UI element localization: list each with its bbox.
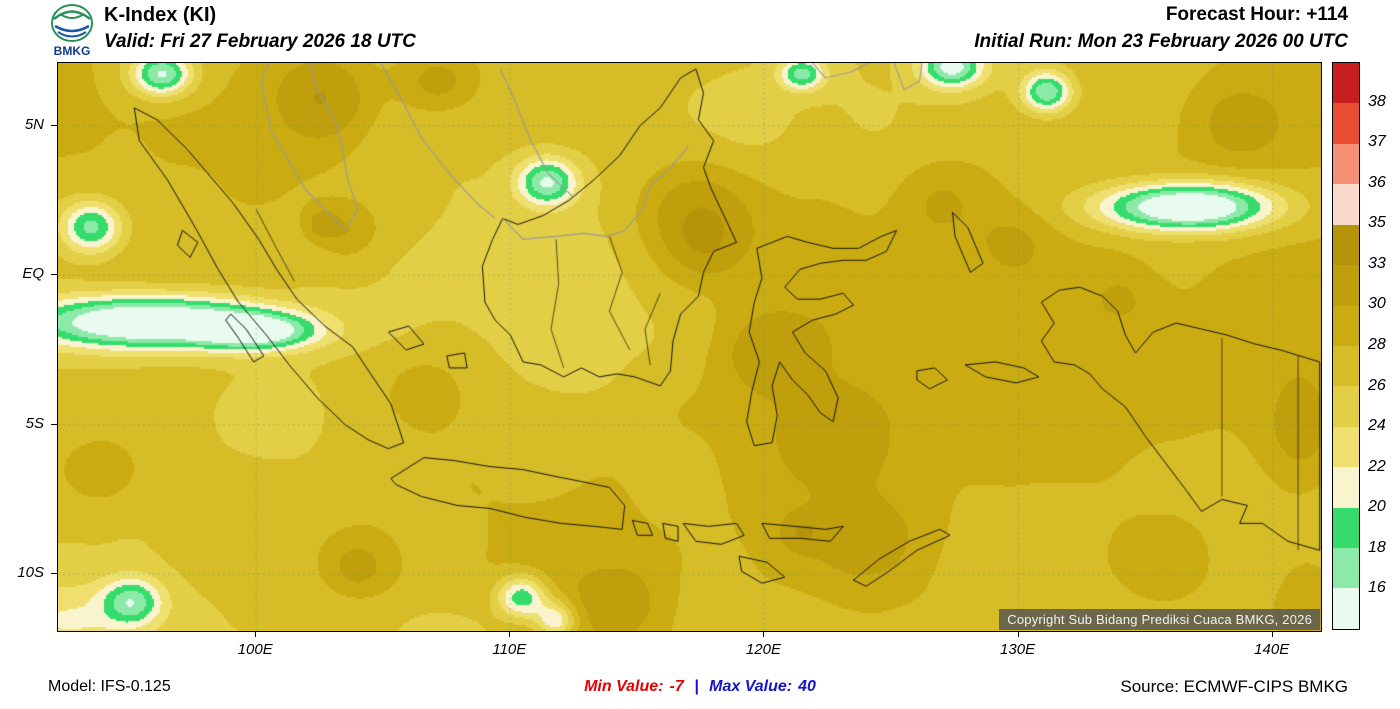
x-tick-label: 140E bbox=[1254, 641, 1290, 658]
colorbar-segment bbox=[1333, 63, 1359, 104]
y-tick-label: 5N bbox=[24, 115, 44, 133]
colorbar-segment bbox=[1333, 305, 1359, 346]
colorbar-label: 24 bbox=[1368, 417, 1386, 435]
minmax-separator: | bbox=[694, 678, 699, 695]
colorbar-label: 22 bbox=[1368, 457, 1386, 475]
min-value-label: Min Value: bbox=[584, 678, 664, 695]
model-label: Model: IFS-0.125 bbox=[48, 678, 171, 695]
colorbar-label: 30 bbox=[1368, 295, 1386, 313]
y-tick-label: 10S bbox=[17, 564, 44, 582]
colorbar-segment bbox=[1333, 386, 1359, 427]
colorbar bbox=[1332, 62, 1360, 630]
min-value: -7 bbox=[669, 678, 684, 695]
forecast-hour: Forecast Hour: +114 bbox=[1165, 4, 1348, 25]
y-tick-label: EQ bbox=[22, 265, 44, 283]
copyright-badge: Copyright Sub Bidang Prediksi Cuaca BMKG… bbox=[999, 609, 1320, 630]
x-tick-label: 100E bbox=[237, 641, 273, 658]
x-tick-label: 120E bbox=[745, 641, 781, 658]
colorbar-segment bbox=[1333, 224, 1359, 266]
initial-run: Initial Run: Mon 23 February 2026 00 UTC bbox=[974, 31, 1348, 52]
x-tick-label: 110E bbox=[492, 641, 527, 658]
logo-text: BMKG bbox=[54, 44, 91, 58]
colorbar-segment bbox=[1333, 507, 1359, 549]
colorbar-segment bbox=[1333, 548, 1359, 589]
logo-arc2-icon bbox=[59, 13, 85, 19]
page-title: K-Index (KI) bbox=[104, 4, 217, 26]
y-tick-label: 5S bbox=[25, 414, 44, 432]
max-value: 40 bbox=[798, 678, 816, 695]
valid-datetime: Valid: Fri 27 February 2026 18 UTC bbox=[104, 31, 416, 52]
colorbar-segment bbox=[1333, 103, 1359, 144]
colorbar-segment bbox=[1333, 467, 1359, 508]
logo-arc-icon bbox=[53, 10, 91, 20]
colorbar-label: 16 bbox=[1368, 579, 1386, 597]
colorbar-label: 26 bbox=[1368, 376, 1386, 394]
colorbar-label: 33 bbox=[1368, 254, 1386, 272]
y-tick-mark bbox=[51, 274, 57, 276]
colorbar-segment bbox=[1333, 588, 1359, 629]
y-tick-mark bbox=[51, 573, 57, 575]
kindex-field-canvas bbox=[58, 63, 1321, 631]
colorbar-label: 38 bbox=[1368, 92, 1386, 110]
x-tick-mark bbox=[1017, 631, 1019, 637]
x-tick-label: 130E bbox=[1000, 641, 1036, 658]
max-value-label: Max Value: bbox=[709, 678, 793, 695]
colorbar-segment bbox=[1333, 426, 1359, 468]
colorbar-label: 37 bbox=[1368, 133, 1386, 151]
colorbar-label: 36 bbox=[1368, 173, 1386, 191]
colorbar-segment bbox=[1333, 345, 1359, 387]
x-tick-mark bbox=[763, 631, 765, 637]
y-tick-mark bbox=[51, 124, 57, 126]
colorbar-label: 28 bbox=[1368, 336, 1386, 353]
logo-wave-icon bbox=[54, 24, 90, 33]
x-tick-mark bbox=[255, 631, 257, 637]
logo-wave2-icon bbox=[57, 31, 87, 38]
colorbar-segment bbox=[1333, 143, 1359, 185]
bmkg-logo: BMKG bbox=[51, 4, 93, 58]
colorbar-label: 35 bbox=[1368, 214, 1386, 232]
minmax-line: Min Value: -7 | Max Value: 40 bbox=[0, 678, 1400, 696]
map-frame: Copyright Sub Bidang Prediksi Cuaca BMKG… bbox=[57, 62, 1322, 632]
x-tick-mark bbox=[1271, 631, 1273, 637]
y-tick-mark bbox=[51, 423, 57, 425]
colorbar-label: 20 bbox=[1368, 498, 1386, 516]
colorbar-segment bbox=[1333, 184, 1359, 225]
source-label: Source: ECMWF-CIPS BMKG bbox=[1120, 677, 1348, 696]
colorbar-segment bbox=[1333, 265, 1359, 306]
colorbar-label: 18 bbox=[1368, 538, 1386, 556]
x-tick-mark bbox=[509, 631, 511, 637]
